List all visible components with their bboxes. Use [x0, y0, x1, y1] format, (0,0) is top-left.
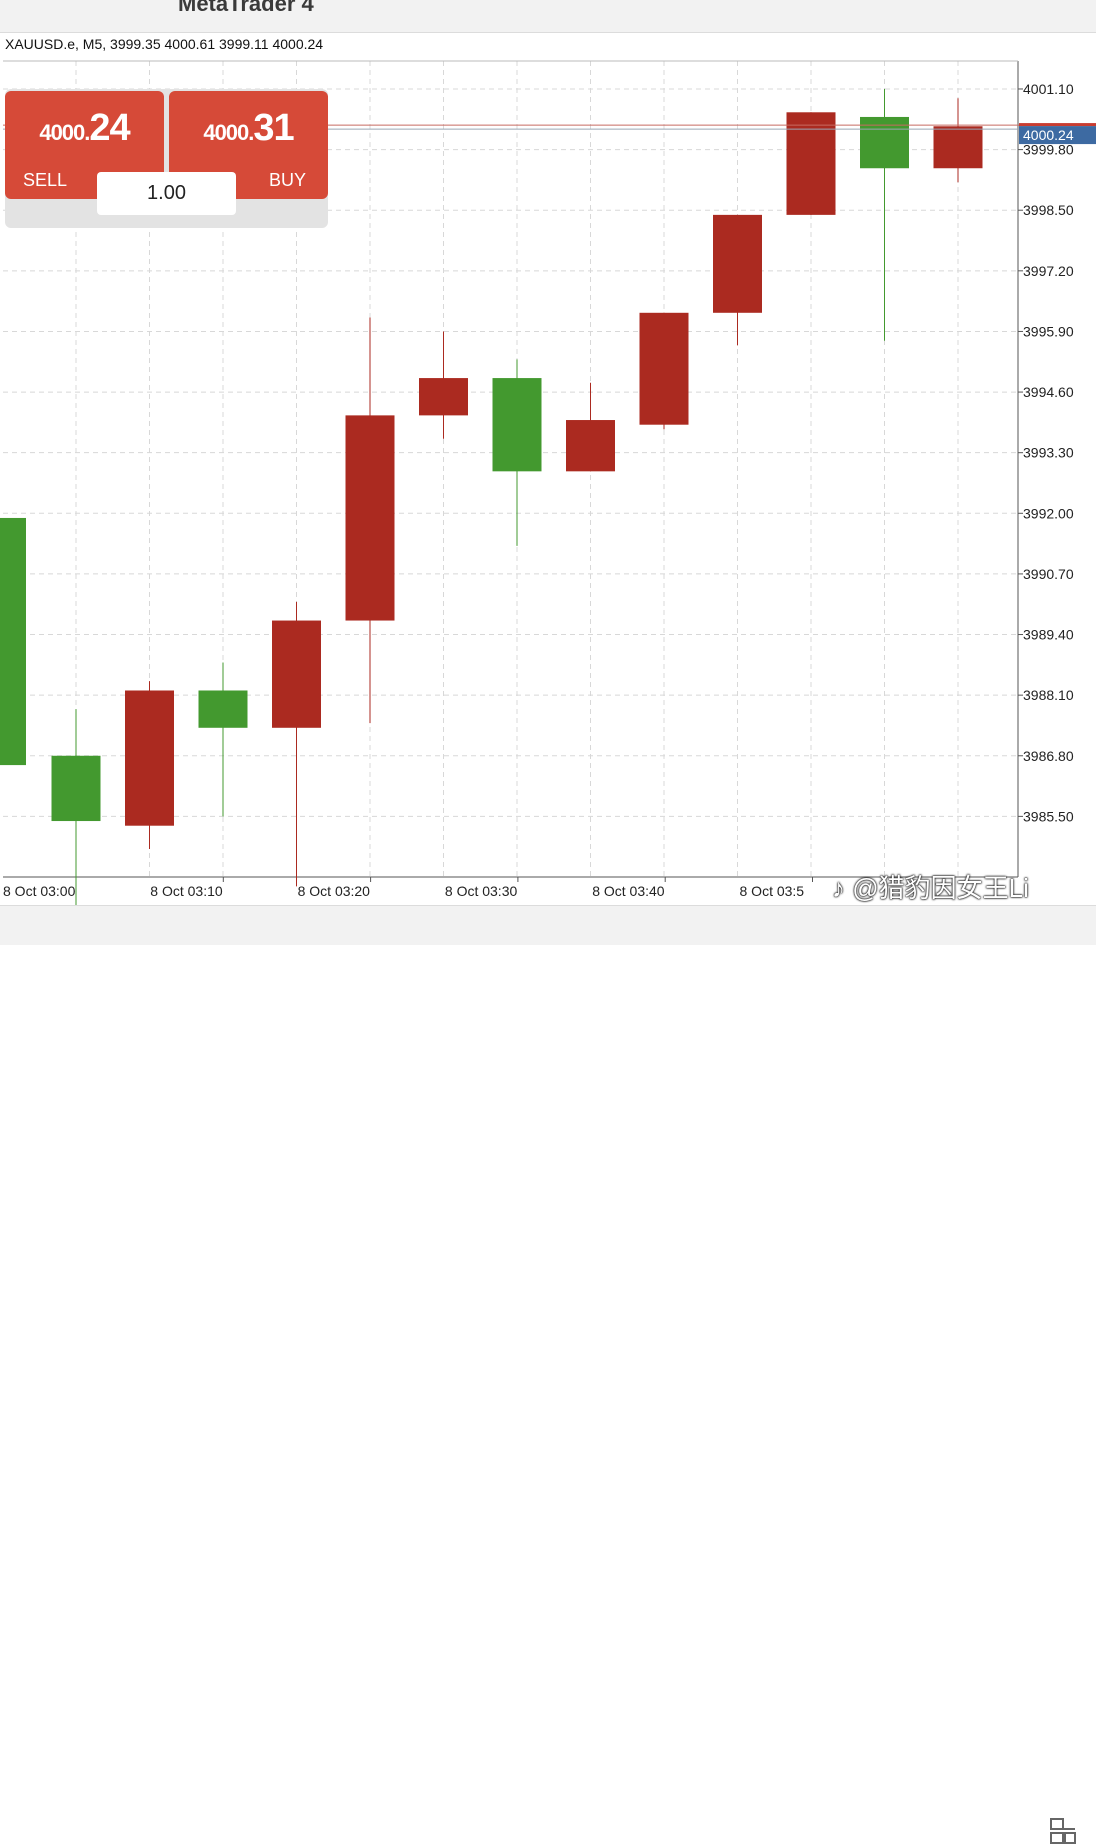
time-label: 8 Oct 03:00: [3, 883, 76, 899]
title-bar: MetaTrader 4: [0, 0, 1096, 33]
candle-body: [566, 420, 615, 472]
candle-body: [51, 755, 101, 822]
candle-body: [933, 126, 983, 169]
symbol-info: XAUUSD.e, M5, 3999.35 4000.61 3999.11 40…: [5, 36, 324, 52]
candle-body: [419, 378, 468, 416]
sell-price: 4000.24: [39, 107, 130, 149]
candle-body: [345, 415, 395, 621]
time-label: 8 Oct 03:40: [592, 883, 665, 899]
price-label: 3986.80: [1023, 748, 1074, 764]
candle-body: [492, 378, 542, 472]
chart-area[interactable]: 4001.10 3999.80 3998.50 3997.20 3995.90 3994.…: [0, 33, 1096, 905]
lot-size-input[interactable]: 1.00: [97, 172, 236, 215]
current-price-label: 4000.24: [1023, 127, 1074, 143]
candle-body: [639, 312, 689, 425]
one-click-trading-panel: 4000.24 SELL 4000.31 BUY 1.00: [5, 89, 328, 228]
candlestick-chart[interactable]: 4001.10 3999.80 3998.50 3997.20 3995.90 3994.…: [0, 33, 1096, 905]
candle-body: [0, 517, 26, 766]
price-label: 3988.10: [1023, 687, 1074, 703]
price-label: 3985.50: [1023, 808, 1074, 824]
sell-label: SELL: [23, 170, 68, 190]
ask-marker: [1019, 123, 1096, 127]
time-label: 8 Oct 03:30: [445, 883, 518, 899]
price-label: 3989.40: [1023, 627, 1074, 643]
buy-price: 4000.31: [203, 107, 294, 149]
current-price-tag: [1019, 126, 1096, 145]
price-label: 3993.30: [1023, 445, 1074, 461]
price-label: 3992.00: [1023, 505, 1074, 521]
candle-body: [713, 214, 762, 313]
bottom-toolbar: [0, 905, 1096, 1844]
candle-body: [786, 112, 836, 215]
price-label: 3997.20: [1023, 263, 1074, 279]
candle-body: [198, 690, 248, 728]
watermark: ♪ @猎豹因女王Li: [832, 873, 1029, 903]
time-label: 8 Oct 03:5: [740, 883, 805, 899]
price-label: 3999.80: [1023, 142, 1074, 158]
candle-body: [272, 620, 321, 728]
layout-toggle-icon[interactable]: [1050, 1818, 1076, 1844]
price-label: 3990.70: [1023, 566, 1074, 582]
price-label: 3994.60: [1023, 384, 1074, 400]
buy-label: BUY: [268, 170, 306, 190]
time-label: 8 Oct 03:20: [298, 883, 371, 899]
candle-body: [125, 690, 174, 826]
price-label: 4001.10: [1023, 81, 1074, 97]
price-label: 3998.50: [1023, 202, 1074, 218]
price-label: 3995.90: [1023, 323, 1074, 339]
app-title: MetaTrader 4: [178, 0, 314, 16]
time-label: 8 Oct 03:10: [150, 883, 223, 899]
